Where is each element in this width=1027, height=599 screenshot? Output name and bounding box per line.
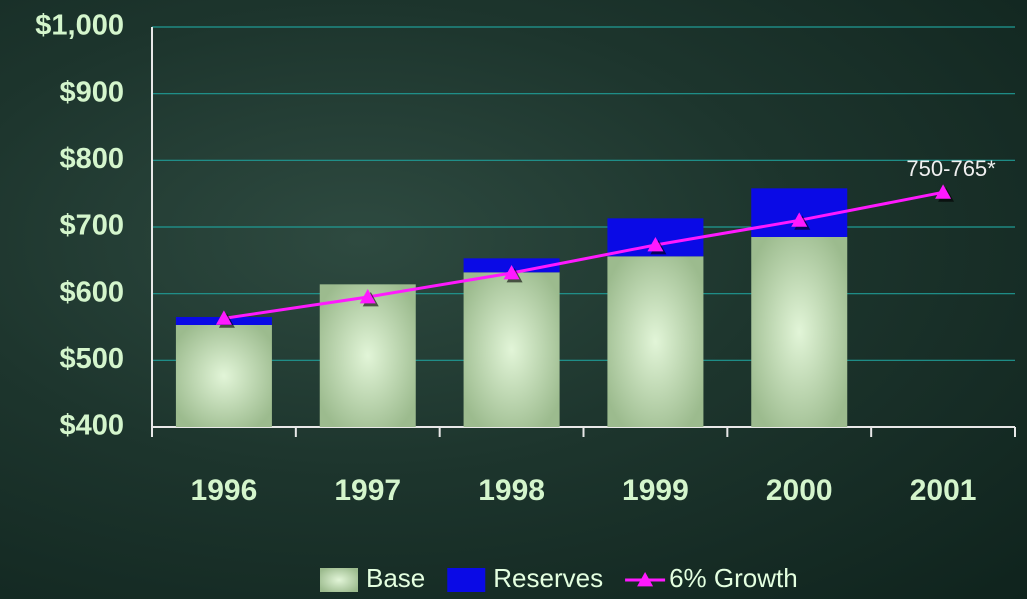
y-tick-label: $600	[59, 276, 124, 308]
y-tick-label: $500	[59, 343, 124, 375]
bar	[175, 325, 272, 427]
legend-swatch	[447, 568, 486, 592]
legend-marker	[637, 572, 654, 587]
x-tick-label: 2000	[766, 474, 833, 507]
annotation: 750-765*	[906, 156, 996, 181]
x-tick-label: 2001	[910, 474, 977, 507]
x-tick-label: 1999	[622, 474, 689, 507]
growth-marker	[215, 310, 232, 325]
y-tick-label: $900	[59, 76, 124, 108]
bar	[319, 284, 416, 427]
x-tick-label: 1998	[478, 474, 545, 507]
legend-label: 6% Growth	[669, 563, 798, 593]
growth-marker	[935, 184, 952, 199]
bar	[607, 256, 704, 427]
x-tick-label: 1997	[334, 474, 401, 507]
growth-marker	[647, 237, 664, 252]
legend-swatch	[320, 568, 358, 592]
legend-label: Base	[366, 563, 425, 593]
y-tick-label: $1,000	[35, 10, 124, 42]
x-tick-label: 1996	[191, 474, 258, 507]
legend-label: Reserves	[493, 563, 603, 593]
growth-marker	[791, 212, 808, 227]
bar	[751, 237, 848, 427]
growth-line	[223, 190, 944, 320]
y-tick-label: $400	[59, 410, 124, 442]
y-tick-label: $800	[59, 143, 124, 175]
growth-marker	[503, 265, 520, 280]
bar	[463, 272, 560, 427]
growth-marker	[359, 289, 376, 304]
y-tick-label: $700	[59, 210, 124, 242]
